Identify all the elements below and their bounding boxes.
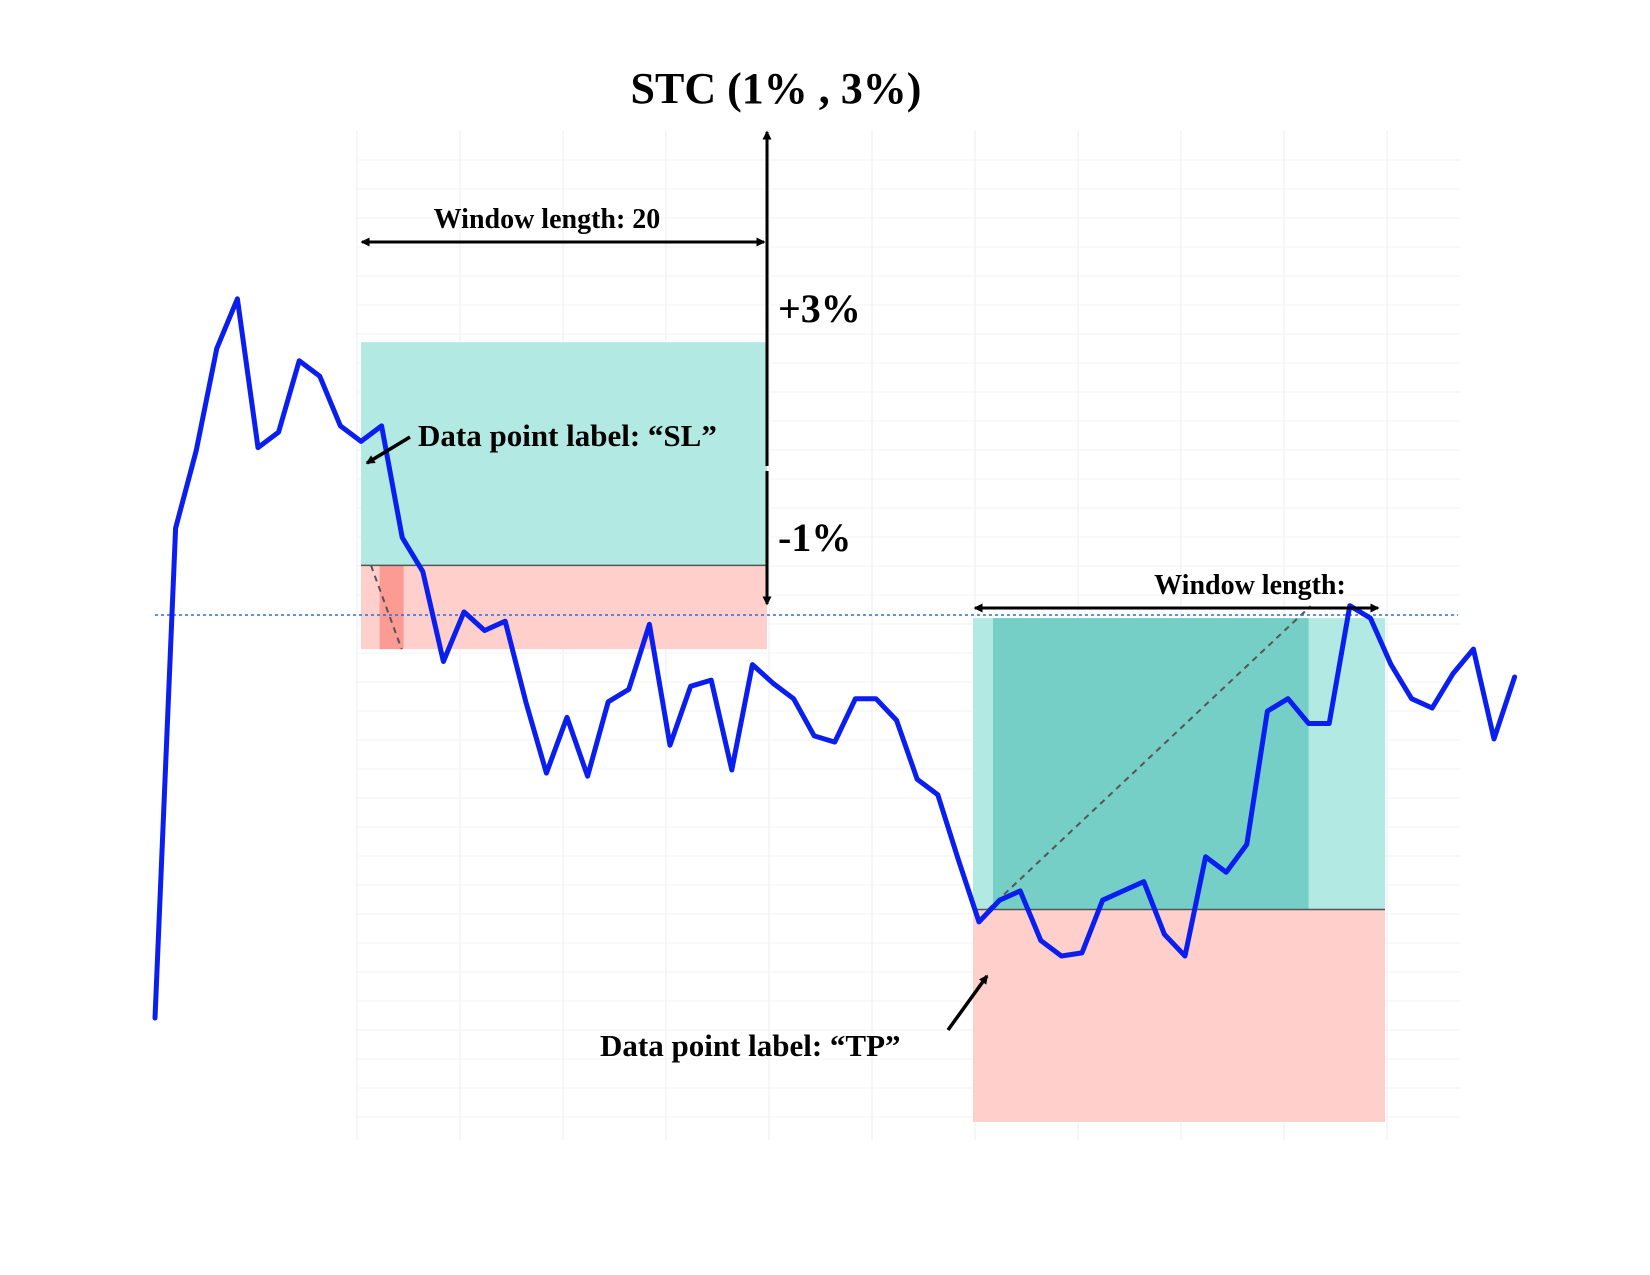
- stop-loss-hit-zone: [379, 565, 404, 650]
- chart-title: STC (1% , 3%): [631, 64, 922, 113]
- lower-pct-label: -1%: [778, 515, 851, 560]
- take-profit-zone: [361, 342, 767, 566]
- tp-window: [973, 605, 1385, 1122]
- window-length-label-right: Window length:: [1154, 570, 1346, 601]
- stop-loss-zone: [973, 909, 1385, 1122]
- sl-window: [361, 342, 767, 650]
- tp-pointer-arrow: [946, 974, 989, 1032]
- entry-to-hit-dashed-line: [370, 565, 403, 650]
- tp-label: Data point label: “TP”: [600, 1028, 901, 1063]
- upper-pct-label: +3%: [778, 286, 861, 331]
- entry-to-hit-dashed-line: [987, 605, 1312, 911]
- sl-pointer-arrow: [365, 435, 411, 465]
- window-length-label-left: Window length: 20: [434, 204, 661, 235]
- sl-label: Data point label: “SL”: [418, 418, 717, 453]
- take-profit-hit-zone: [993, 618, 1309, 910]
- price-series-line: [152, 296, 1518, 1021]
